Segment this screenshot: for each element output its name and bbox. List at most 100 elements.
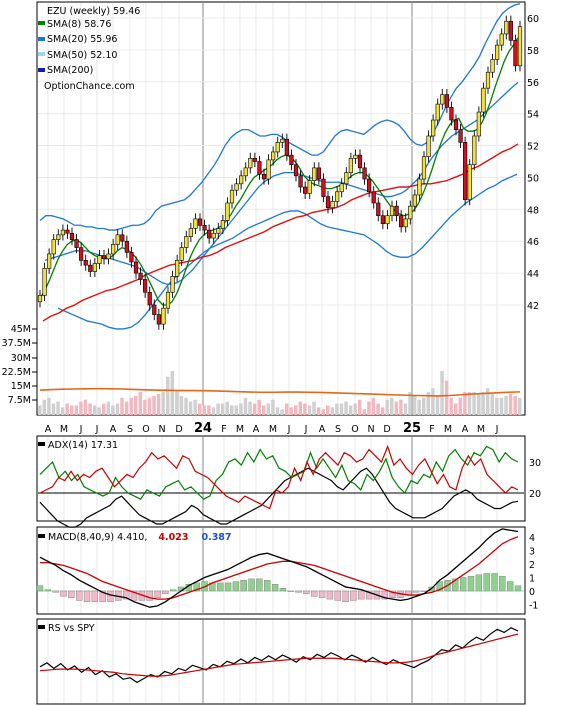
candle-body: [284, 138, 289, 156]
x-tick-label: O: [351, 424, 358, 435]
macd-histogram-bar: [334, 590, 341, 601]
macd-histogram-bar: [193, 582, 200, 592]
x-tick-label: J: [495, 424, 499, 435]
candle-body: [115, 234, 120, 245]
price-tick-label: 52: [527, 142, 539, 153]
candle-body: [426, 135, 431, 158]
volume-bar: [339, 403, 344, 415]
x-tick-label: F: [221, 424, 226, 435]
candle-body: [476, 111, 481, 137]
candle-body: [376, 202, 381, 217]
candle-body: [175, 260, 180, 277]
candle-body: [60, 229, 65, 236]
volume-bar: [399, 399, 403, 415]
candle-body: [275, 142, 280, 153]
price-tick-label: 58: [527, 46, 539, 57]
rs-average-line: [39, 633, 519, 677]
volume-bar: [472, 392, 476, 415]
candle-body: [193, 218, 198, 229]
volume-bar: [198, 403, 202, 415]
candle-body: [298, 175, 303, 188]
candle-body: [385, 215, 390, 224]
macd-histogram-bar: [68, 590, 75, 598]
volume-bar: [294, 405, 298, 415]
volume-bar: [70, 405, 74, 415]
x-tick-label: D: [175, 424, 182, 435]
candle-body: [312, 167, 317, 181]
macd-label-text: MACD(8,40,9) 4.410, 4.023 0.387: [48, 532, 232, 543]
volume-bar: [367, 401, 371, 415]
price-legend: EZU (weekly) 59.46 SMA(8) 58.76 SMA(20) …: [38, 6, 140, 92]
candle-body: [79, 247, 84, 261]
volume-bar: [65, 403, 69, 415]
volume-bar: [458, 397, 463, 415]
volume-bar: [504, 395, 508, 415]
macd-tick-label: 1: [529, 574, 535, 585]
volume-bar: [243, 397, 248, 415]
x-tick-label: N: [367, 424, 374, 435]
price-tick-label: 56: [527, 78, 539, 89]
macd-histogram-bar: [381, 590, 388, 600]
volume-bar: [216, 403, 220, 415]
legend-sma50: SMA(50) 52.10: [47, 50, 117, 61]
volume-bar: [47, 397, 51, 415]
x-tick-label: 24: [194, 421, 212, 436]
candle-body: [56, 234, 61, 240]
volume-bar: [230, 405, 234, 415]
x-tick-label: S: [127, 424, 133, 435]
x-tick-label: N: [158, 424, 165, 435]
volume-bar: [170, 371, 175, 415]
plus-di-line: [39, 445, 519, 500]
volume-bar: [147, 397, 152, 415]
x-tick-label: A: [110, 424, 117, 435]
candle-body: [220, 220, 225, 229]
candle-body: [243, 167, 248, 177]
macd-histogram-bar: [412, 590, 420, 593]
macd-tick-label: 0: [529, 587, 535, 598]
macd-histogram-bar: [224, 582, 232, 592]
candle-body: [202, 224, 207, 231]
macd-signal-value: 4.023: [158, 532, 188, 543]
macd-histogram-bar: [122, 590, 130, 600]
volume-bar: [134, 395, 138, 415]
volume-bar: [202, 405, 207, 415]
candle-body: [508, 20, 513, 41]
candle-body: [321, 178, 326, 197]
legend-swatch-sma8: [38, 21, 45, 25]
volume-bar: [499, 397, 504, 415]
macd-histogram-bar: [342, 590, 349, 603]
candle-body: [239, 175, 244, 185]
candle-body: [184, 236, 189, 248]
volume-average-line: [39, 387, 521, 397]
macd-histogram-bar: [279, 588, 287, 592]
candle-body: [143, 279, 148, 293]
rs-line: [39, 627, 519, 684]
candle-body: [138, 272, 143, 280]
macd-histogram-bar: [170, 589, 177, 592]
candle-body: [257, 161, 262, 175]
macd-histogram-bar: [326, 590, 334, 600]
candle-body: [444, 94, 449, 108]
volume-bar: [431, 388, 435, 415]
volume-bar: [38, 405, 42, 415]
price-tick-label: 54: [527, 110, 539, 121]
volume-tick-label: 7.5M: [8, 395, 31, 406]
price-panel-frame: [36, 1, 526, 416]
volume-bar: [97, 407, 101, 415]
volume-bar: [51, 403, 56, 415]
x-tick-label: M: [477, 424, 485, 435]
macd-histogram-bar: [506, 581, 514, 592]
candle-body: [280, 138, 285, 143]
volume-bar: [463, 392, 467, 415]
price-tick-label: 42: [527, 301, 539, 312]
volume-bar: [417, 399, 421, 415]
volume-bar: [486, 388, 490, 415]
volume-bar: [74, 405, 79, 415]
candle-body: [389, 205, 395, 217]
volume-bar: [266, 403, 271, 415]
volume-bar: [426, 392, 431, 415]
volume-bar: [444, 380, 449, 415]
price-tick-label: 60: [527, 14, 539, 25]
volume-bar: [449, 397, 453, 415]
